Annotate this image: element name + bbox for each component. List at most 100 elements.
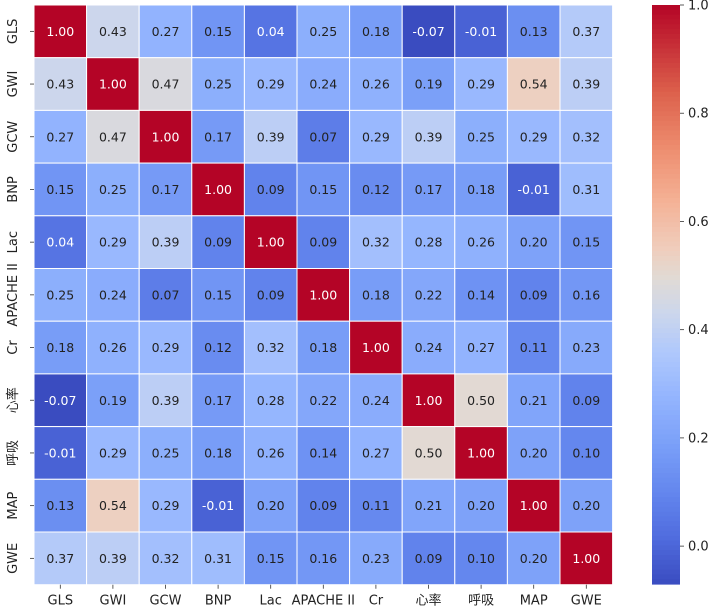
- cell-value-label: 0.07: [152, 287, 180, 302]
- cell-value-label: 0.09: [520, 287, 548, 302]
- colorbar-segment: [652, 405, 680, 411]
- cell-value-label: 0.29: [467, 77, 495, 92]
- x-tick-label: BNP: [205, 594, 232, 609]
- colorbar-segment: [652, 111, 680, 117]
- colorbar-segment: [652, 173, 680, 180]
- colorbar-segment: [652, 101, 680, 107]
- cell-value-label: 0.27: [362, 445, 390, 460]
- colorbar-segment: [652, 9, 680, 16]
- colorbar-segment: [652, 386, 680, 392]
- heatmap-cell: [506, 57, 561, 111]
- colorbar-segment: [652, 477, 680, 484]
- x-tick-label: GLS: [48, 594, 74, 609]
- heatmap-cell: [86, 215, 140, 270]
- heatmap-cell: [138, 426, 193, 480]
- colorbar-segment: [652, 159, 680, 165]
- y-tick-label: GWI: [6, 71, 21, 98]
- y-tick-label: BNP: [6, 176, 21, 203]
- cell-value-label: 0.23: [362, 551, 390, 566]
- y-tick-label: MAP: [6, 492, 21, 520]
- cell-value-label: 0.17: [152, 182, 180, 197]
- cell-value-label: 0.32: [572, 129, 600, 144]
- heatmap-cell: [138, 215, 193, 270]
- colorbar-segment: [652, 376, 680, 382]
- colorbar-tick-label: 0.4: [688, 323, 709, 338]
- cell-value-label: 0.28: [257, 393, 285, 408]
- heatmap-cell: [33, 4, 88, 59]
- colorbar-segment: [652, 323, 680, 329]
- cell-value-label: 1.00: [415, 393, 443, 408]
- y-tick-label: GLS: [6, 19, 21, 45]
- cell-value-label: 0.22: [309, 393, 337, 408]
- colorbar-segment: [652, 24, 680, 30]
- colorbar-segment: [652, 506, 680, 513]
- colorbar-segment: [652, 62, 680, 69]
- cell-value-label: 0.13: [520, 24, 548, 39]
- cell-value-label: -0.01: [202, 498, 234, 513]
- heatmap-cell: [191, 373, 245, 428]
- colorbar-segment: [652, 328, 680, 334]
- cell-value-label: 0.43: [99, 24, 127, 39]
- cell-value-label: -0.01: [465, 24, 497, 39]
- heatmap-cell: [559, 531, 614, 586]
- heatmap-cell: [454, 478, 508, 533]
- colorbar-segment: [652, 270, 680, 276]
- colorbar-segment: [652, 169, 680, 175]
- cell-value-label: 0.15: [309, 182, 337, 197]
- cell-value-label: 0.21: [415, 498, 443, 513]
- x-tick-labels: GLS GWI GCW BNP Lac APACHE II Cr 心率 呼吸 MAP GWE: [48, 584, 602, 609]
- colorbar-segment: [652, 400, 680, 407]
- heatmap-cell: [243, 109, 298, 164]
- heatmap-cell: [243, 57, 298, 111]
- cell-value-label: 0.15: [572, 235, 600, 250]
- colorbar-segment: [652, 444, 680, 450]
- colorbar-segment: [652, 535, 680, 542]
- heatmap-cell: [506, 531, 561, 586]
- cell-value-label: 0.29: [152, 340, 180, 355]
- cell-value-label: 0.18: [467, 182, 495, 197]
- y-tick-label: APACHE II: [6, 263, 21, 326]
- cell-value-label: 0.18: [362, 24, 390, 39]
- colorbar-segment: [652, 362, 680, 368]
- heatmap-cell: [454, 215, 508, 270]
- heatmap-cell: [454, 320, 508, 375]
- heatmap-cell: [243, 373, 298, 428]
- colorbar-segment: [652, 391, 680, 397]
- colorbar-segment: [652, 395, 680, 402]
- cell-value-label: 0.50: [467, 393, 495, 408]
- heatmap-cell: [138, 320, 193, 375]
- heatmap-cell: [138, 162, 193, 217]
- cell-value-label: 0.16: [572, 287, 600, 302]
- colorbar-segment: [652, 87, 680, 93]
- heatmap-cell: [454, 162, 508, 217]
- cell-value-label: 0.24: [362, 393, 390, 408]
- colorbar-segment: [652, 468, 680, 474]
- colorbar-tick-label: 1.0: [688, 0, 709, 14]
- colorbar-segment: [652, 497, 680, 503]
- cell-value-label: 0.20: [467, 498, 495, 513]
- heatmap-cell: [296, 268, 351, 322]
- cell-value-label: 0.18: [309, 340, 337, 355]
- colorbar-segment: [652, 135, 680, 141]
- cell-value-label: -0.07: [412, 24, 444, 39]
- heatmap-cell: [559, 320, 614, 375]
- colorbar-segment: [652, 453, 680, 460]
- colorbar-tick-label: 0.6: [688, 215, 709, 230]
- heatmap-cell: [559, 109, 614, 164]
- cell-value-label: 0.25: [204, 77, 232, 92]
- colorbar-segment: [652, 550, 680, 556]
- cell-value-label: 0.25: [99, 182, 127, 197]
- colorbar-segment: [652, 91, 680, 98]
- colorbar-segment: [652, 48, 680, 54]
- colorbar-segment: [652, 67, 680, 74]
- heatmap-cell: [86, 4, 140, 59]
- cell-value-label: 1.00: [520, 498, 548, 513]
- colorbar-segment: [652, 260, 680, 267]
- heatmap-cell: [349, 320, 403, 375]
- colorbar-segment: [652, 33, 680, 40]
- cell-value-label: 0.25: [152, 445, 180, 460]
- heatmap-cell: [33, 426, 88, 480]
- heatmap-cell: [138, 57, 193, 111]
- colorbar-segment: [652, 415, 680, 421]
- cell-value-label: -0.01: [518, 182, 550, 197]
